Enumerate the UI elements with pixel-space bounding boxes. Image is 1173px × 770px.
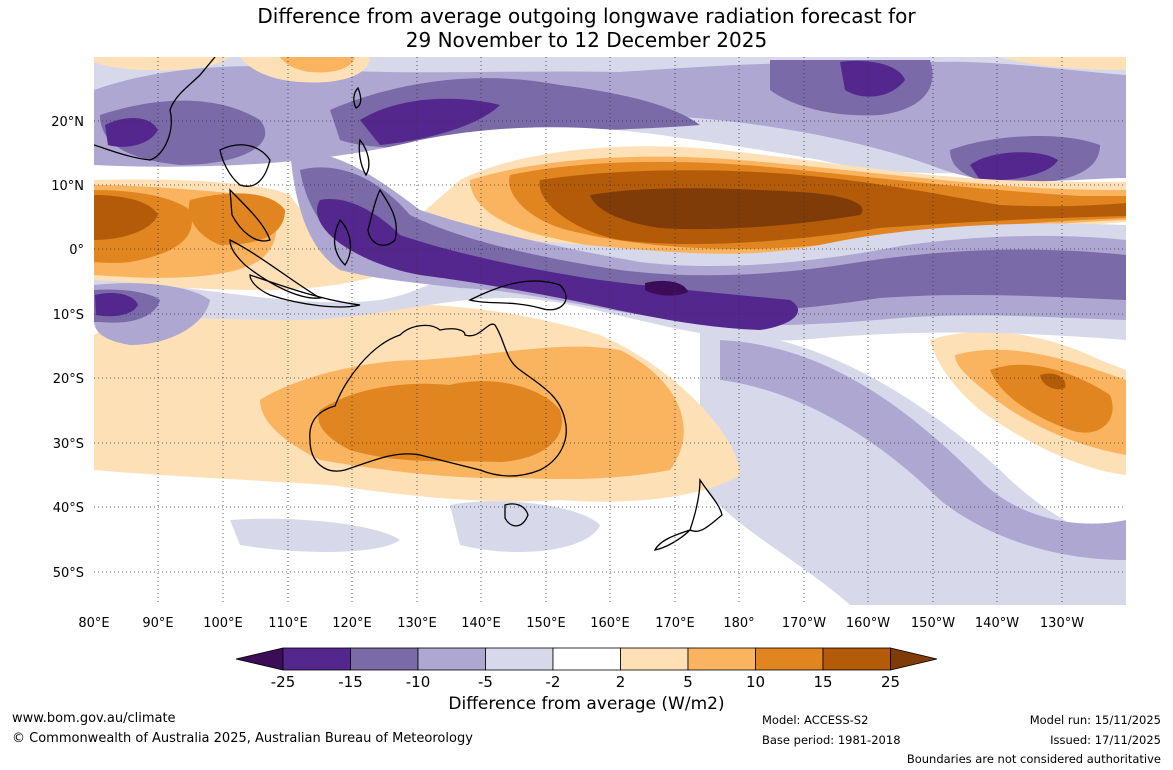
lon-label: 80°E	[78, 616, 109, 631]
coastlines	[94, 57, 723, 551]
latitude-labels: 20°N 10°N 0° 10°S 20°S 30°S 40°S 50°S	[51, 115, 84, 581]
colorbar-swatch	[687, 647, 756, 671]
anomaly-region	[450, 501, 600, 553]
footer-base-period: Base period: 1981-2018	[762, 733, 901, 747]
colorbar-swatch	[417, 647, 486, 671]
lat-label: 50°S	[53, 566, 84, 581]
colorbar-swatch	[822, 647, 891, 671]
colorbar-swatch	[552, 647, 621, 671]
colorbar-swatch	[755, 647, 824, 671]
anomaly-region	[970, 152, 1058, 181]
anomaly-region	[105, 118, 158, 147]
colorbar-swatch	[282, 647, 351, 671]
graticule	[94, 57, 1126, 605]
lon-label: 160°E	[590, 616, 630, 631]
lon-label: 160°W	[846, 616, 890, 631]
anomaly-region	[360, 98, 500, 145]
footer-model: Model: ACCESS-S2	[762, 713, 869, 727]
lon-label: 90°E	[142, 616, 173, 631]
title-line-1: Difference from average outgoing longwav…	[257, 4, 916, 28]
anomaly-region	[188, 193, 285, 245]
colorbar-tick: 10	[746, 673, 765, 690]
anomaly-region	[95, 293, 138, 317]
colorbar-tick: -2	[546, 673, 561, 690]
lon-label: 180°	[723, 616, 754, 631]
footer-url[interactable]: www.bom.gov.au/climate	[12, 711, 176, 726]
colorbar-tick: 2	[616, 673, 626, 690]
lat-label: 20°N	[51, 115, 84, 130]
footer-model-run: Model run: 15/11/2025	[1029, 713, 1161, 727]
colorbar-swatch	[620, 647, 689, 671]
lon-label: 100°E	[203, 616, 243, 631]
anomaly-region	[280, 57, 355, 73]
anomaly-region	[317, 199, 799, 330]
colorbar-tick: 25	[881, 673, 900, 690]
colorbar-tick: -5	[478, 673, 493, 690]
lat-label: 40°S	[53, 501, 84, 516]
colorbar-extend-low	[235, 647, 284, 671]
anomaly-region	[1040, 373, 1066, 390]
map-title: Difference from average outgoing longwav…	[0, 4, 1173, 52]
colorbar-extend-high	[890, 647, 938, 671]
anomaly-region	[840, 60, 905, 97]
lon-label: 150°W	[911, 616, 955, 631]
colorbar-tick: -10	[406, 673, 431, 690]
anomaly-region	[94, 195, 158, 240]
colorbar-tick: -15	[338, 673, 363, 690]
longitude-labels: 80°E 90°E 100°E 110°E 120°E 130°E 140°E …	[78, 616, 1084, 631]
lon-label: 110°E	[268, 616, 308, 631]
anomaly-region	[990, 364, 1113, 433]
lat-label: 0°	[69, 243, 84, 258]
colorbar-tick: 5	[683, 673, 693, 690]
lat-label: 10°N	[51, 179, 84, 194]
colorbar	[235, 647, 938, 671]
lon-label: 140°W	[975, 616, 1019, 631]
colorbar-ticks: -25 -15 -10 -5 -2 2 5 10 15 25	[271, 673, 900, 690]
anomaly-region	[645, 280, 688, 296]
anomaly-region	[230, 518, 400, 552]
anomaly-field	[94, 57, 1126, 605]
lon-label: 130°W	[1040, 616, 1084, 631]
lon-label: 170°E	[655, 616, 695, 631]
lon-label: 150°E	[526, 616, 566, 631]
footer-copyright: © Commonwealth of Australia 2025, Austra…	[12, 731, 473, 746]
anomaly-region	[1000, 57, 1126, 70]
colorbar-label: Difference from average (W/m2)	[448, 694, 725, 714]
lon-label: 140°E	[461, 616, 501, 631]
lon-label: 170°W	[782, 616, 826, 631]
anomaly-region	[318, 381, 562, 462]
footer-disclaimer: Boundaries are not considered authoritat…	[906, 752, 1161, 766]
lat-label: 10°S	[53, 308, 84, 323]
colorbar-swatch	[485, 647, 554, 671]
anomaly-region	[94, 57, 230, 71]
title-line-2: 29 November to 12 December 2025	[405, 28, 768, 52]
colorbar-tick: -25	[271, 673, 296, 690]
lat-label: 30°S	[53, 437, 84, 452]
lon-label: 120°E	[332, 616, 372, 631]
anomaly-region	[720, 340, 1126, 560]
colorbar-swatch	[350, 647, 419, 671]
lon-label: 130°E	[397, 616, 437, 631]
anomaly-region	[590, 188, 863, 230]
footer-issued: Issued: 17/11/2025	[1050, 733, 1161, 747]
forecast-map: 20°N 10°N 0° 10°S 20°S 30°S 40°S 50°S 80…	[51, 57, 1126, 690]
colorbar-tick: 15	[813, 673, 832, 690]
lat-label: 20°S	[53, 372, 84, 387]
